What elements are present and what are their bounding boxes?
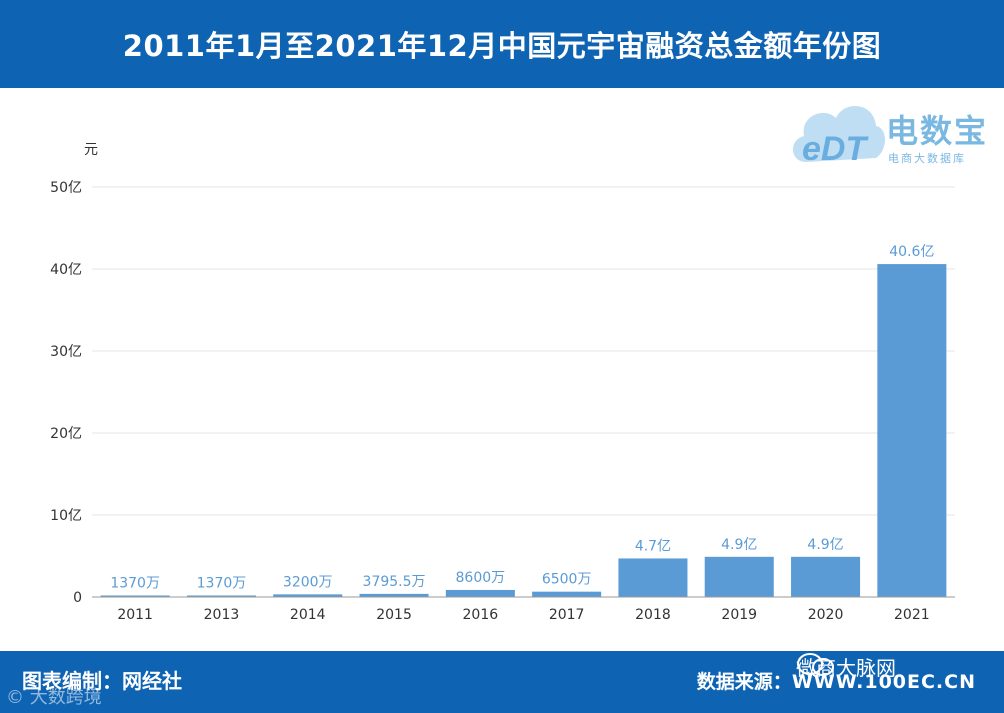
x-tick-label: 2018 — [635, 607, 671, 623]
data-label: 3200万 — [283, 574, 333, 590]
data-label: 8600万 — [456, 570, 506, 586]
y-tick-label: 30亿 — [50, 344, 82, 360]
cloud-icon: eDT — [792, 106, 885, 168]
x-tick-label: 2017 — [549, 607, 585, 623]
bar — [791, 556, 861, 597]
watermark-left: © 大数跨境 — [6, 687, 102, 708]
x-tick-label: 2016 — [463, 607, 499, 623]
bar — [100, 595, 170, 597]
data-label: 1370万 — [110, 576, 160, 592]
x-tick-label: 2013 — [204, 607, 240, 623]
x-tick-label: 2011 — [117, 607, 153, 623]
y-tick-label: 0 — [73, 590, 82, 606]
data-label: 40.6亿 — [889, 244, 934, 260]
data-label: 3795.5万 — [363, 574, 426, 590]
source-value: WWW.100EC.CN — [791, 671, 976, 693]
x-tick-label: 2015 — [376, 607, 412, 623]
y-axis-label: 元 — [84, 142, 98, 158]
logo-name: 电数宝 — [886, 112, 989, 150]
bar — [877, 264, 947, 597]
y-tick-label: 10亿 — [50, 508, 82, 524]
footer-bar: 图表编制：网经社 数据来源：WWW.100EC.CN — [0, 651, 1004, 713]
data-label: 4.9亿 — [807, 537, 843, 553]
bar — [273, 594, 343, 597]
logo-subtitle: 电商大数据库 — [888, 152, 966, 165]
y-tick-label: 50亿 — [50, 180, 82, 196]
bar — [445, 589, 515, 597]
bar — [532, 591, 602, 597]
bar-chart: 元 0 10亿 20亿 30亿 40亿 50亿 1370万 2011 1370万 2013 3200万… — [50, 142, 955, 623]
data-label: 4.7亿 — [635, 538, 671, 554]
data-label: 1370万 — [197, 576, 247, 592]
credit-label: 图表编制： — [22, 669, 122, 693]
source: 数据来源：WWW.100EC.CN — [697, 667, 976, 694]
watermark-right: 微商大脉网 — [796, 652, 896, 681]
y-tick-label: 40亿 — [50, 262, 82, 278]
chart-title: 2011年1月至2021年12月中国元宇宙融资总金额年份图 — [0, 0, 1004, 88]
bar — [704, 556, 774, 597]
bar — [359, 593, 429, 597]
source-label: 数据来源： — [696, 671, 792, 693]
x-tick-label: 2019 — [721, 607, 757, 623]
bar — [618, 558, 688, 597]
data-label: 4.9亿 — [721, 537, 757, 553]
credit: 图表编制：网经社 — [22, 665, 182, 694]
logo-mark: eDT — [802, 130, 869, 168]
edt-logo: eDT 电数宝 电商大数据库 — [788, 92, 998, 174]
x-tick-label: 2014 — [290, 607, 326, 623]
y-tick-label: 20亿 — [50, 426, 82, 442]
wechat-icon — [797, 653, 834, 676]
chart-area: 元 0 10亿 20亿 30亿 40亿 50亿 1370万 2011 1370万 2013 3200万… — [0, 88, 1004, 651]
data-label: 6500万 — [542, 572, 592, 588]
x-tick-label: 2021 — [894, 607, 930, 623]
bar — [186, 595, 256, 597]
credit-value: 网经社 — [122, 669, 182, 693]
x-tick-label: 2020 — [808, 607, 844, 623]
